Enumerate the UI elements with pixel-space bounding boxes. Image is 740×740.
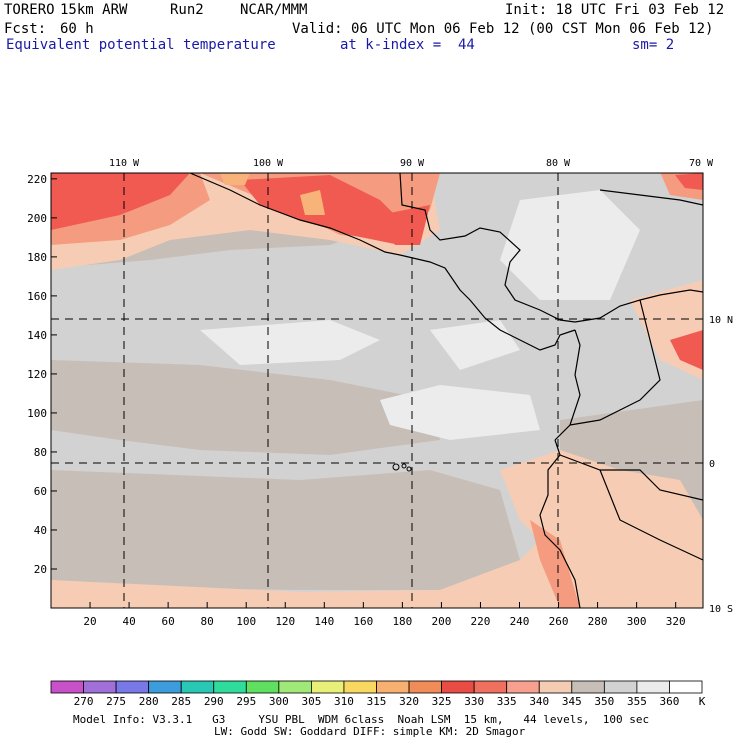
field-red-venezuela (670, 330, 703, 370)
y-tick-label: 120 (27, 368, 47, 381)
lat-label-0: 0 (709, 459, 715, 470)
field-red-caribbean (675, 173, 703, 190)
run-label: Run2 (170, 2, 204, 18)
field-patch-pale-pacific-2 (380, 385, 540, 440)
galapagos-islands (392, 463, 412, 472)
lat-label-10s: 10 S (709, 604, 733, 615)
init-time: Init: 18 UTC Fri 03 Feb 12 (505, 2, 725, 18)
model-name: TORERO (4, 2, 55, 18)
y-tick-label: 40 (34, 524, 47, 537)
x-tick-label: 120 (275, 615, 295, 628)
y-tick-label: 220 (27, 173, 47, 186)
field-red-mexico (240, 175, 410, 245)
x-tick-label: 40 (122, 615, 135, 628)
x-tick-label: 80 (201, 615, 214, 628)
x-tick-label: 240 (510, 615, 530, 628)
lon-label-90w: 90 W (400, 158, 425, 169)
field-patch-pale-pacific-3 (430, 320, 520, 370)
coastline-ecuador-peru (539, 439, 581, 608)
lon-label-80w: 80 W (546, 158, 571, 169)
lon-label-100w: 100 W (253, 158, 284, 169)
x-tick-label: 100 (236, 615, 256, 628)
coastline-mexico (189, 173, 576, 351)
model-info: Model Info: V3.3.1 G3 YSU PBL WDM 6class… (73, 713, 650, 726)
x-tick-label: 60 (162, 615, 175, 628)
field-red-northwest (51, 173, 190, 230)
level-label: at k-index = 44 (340, 37, 475, 53)
galapagos-island-2 (401, 463, 407, 469)
x-tick-label: 20 (83, 615, 96, 628)
x-tick-label: 160 (353, 615, 373, 628)
field-patch-pale-caribbean (500, 190, 640, 300)
map-frame (50, 172, 704, 609)
latitude-labels: 10 N 0 10 S (709, 315, 733, 615)
y-tick-label: 80 (34, 446, 47, 459)
field-peach-south-coast (51, 520, 600, 608)
y-tick-label: 140 (27, 329, 47, 342)
field-band-tan-south (51, 470, 520, 590)
coastline-cuba (599, 189, 703, 206)
x-tick-label: 200 (431, 615, 451, 628)
y-tick-label: 180 (27, 251, 47, 264)
lon-label-70w: 70 W (689, 158, 714, 169)
field-band-tan-mid (51, 360, 440, 455)
coastline-yucatan (399, 173, 576, 323)
x-axis: 20 40 60 80 100 120 140 160 180 200 220 240 260 280 30… (83, 602, 686, 628)
x-tick-label: 180 (392, 615, 412, 628)
x-tick-label: 260 (549, 615, 569, 628)
x-tick-label: 280 (588, 615, 608, 628)
field-orange-mexico (220, 173, 250, 185)
physics-info: LW: Godd SW: Goddard DIFF: simple KM: 2D… (214, 725, 526, 738)
field-salmon-andes (530, 520, 580, 608)
country-borders (559, 299, 703, 561)
y-tick-label: 160 (27, 290, 47, 303)
field-patch-pale-pacific-1 (200, 320, 380, 365)
graticule (51, 173, 703, 608)
x-tick-label: 220 (471, 615, 491, 628)
y-tick-label: 20 (34, 563, 47, 576)
field-red-guatemala (380, 205, 430, 245)
field-shading (51, 173, 703, 608)
field-name: Equivalent potential temperature (6, 37, 276, 53)
galapagos-island-1 (392, 463, 400, 471)
resolution-label: 15km ARW (60, 2, 128, 18)
lat-label-10n: 10 N (709, 315, 733, 326)
x-tick-label: 300 (627, 615, 647, 628)
forecast-hour: 60 h (60, 21, 94, 37)
longitude-labels: 110 W 100 W 90 W 80 W 70 W (109, 158, 714, 169)
forecast-label: Fcst: (4, 21, 47, 37)
y-axis: 220 200 180 160 140 120 100 80 60 40 20 (27, 173, 57, 576)
field-orange-peak (300, 190, 325, 215)
valid-time: Valid: 06 UTC Mon 06 Feb 12 (00 CST Mon … (292, 21, 714, 37)
galapagos-island-3 (406, 466, 412, 472)
y-tick-label: 200 (27, 212, 47, 225)
coastlines (189, 173, 703, 608)
lon-label-110w: 110 W (109, 158, 140, 169)
smoothing-label: sm= 2 (632, 37, 675, 53)
y-tick-label: 60 (34, 485, 47, 498)
field-peach-south-america (500, 450, 703, 608)
x-tick-label: 140 (314, 615, 334, 628)
x-tick-label: 320 (666, 615, 686, 628)
org-label: NCAR/MMM (240, 2, 308, 18)
coastline-colombia-pacific (554, 329, 581, 441)
y-tick-label: 100 (27, 407, 47, 420)
